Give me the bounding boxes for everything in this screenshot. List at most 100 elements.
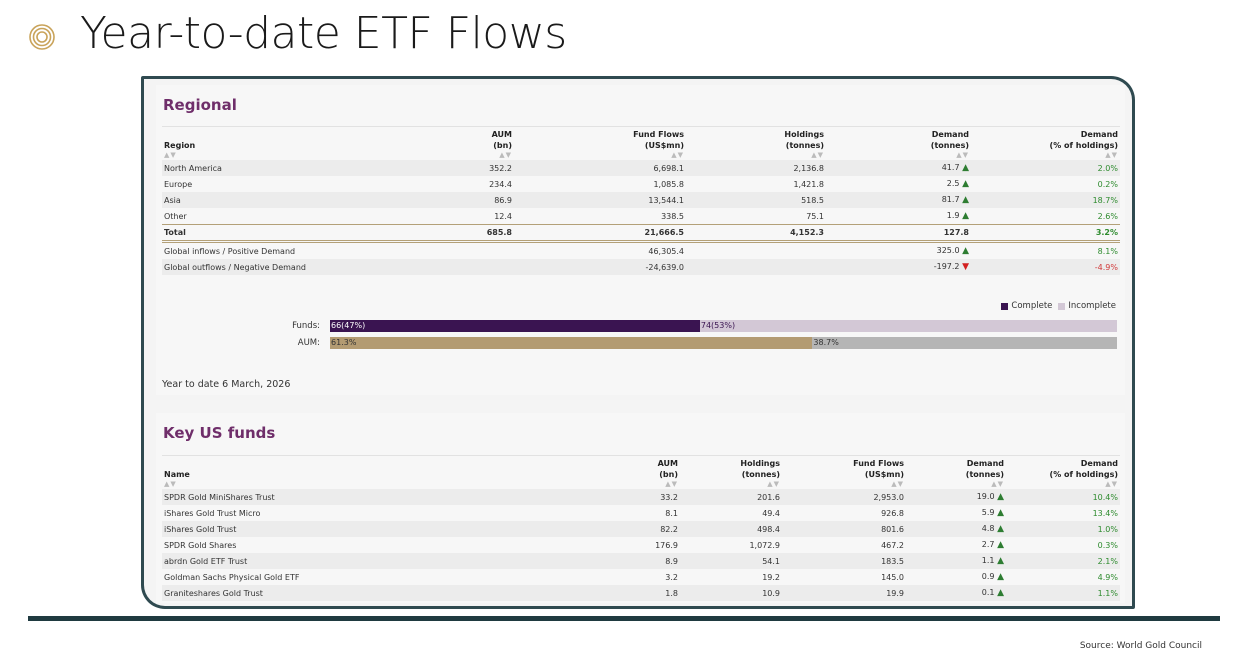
total-row: Total 685.8 21,666.5 4,152.3 127.8 3.2% xyxy=(162,224,1120,243)
holdings-cell: 2,136.8 xyxy=(686,160,826,176)
up-arrow-icon: ▲ xyxy=(962,246,969,256)
column-header[interactable]: Holdings (tonnes) ▲▼ xyxy=(680,455,782,489)
demand-pct-cell: 0.3% xyxy=(1006,537,1120,553)
up-arrow-icon: ▲ xyxy=(997,556,1004,566)
column-header[interactable]: Name ▲▼ xyxy=(162,455,602,489)
region-cell: Other xyxy=(162,208,342,225)
fund-flows-cell: 6,698.1 xyxy=(514,160,686,176)
table-row: Europe 234.4 1,085.8 1,421.8 2.5 ▲ 0.2% xyxy=(162,176,1120,192)
up-arrow-icon: ▲ xyxy=(997,508,1004,518)
sort-arrows-icon[interactable]: ▲▼ xyxy=(665,480,678,488)
sort-arrows-icon[interactable]: ▲▼ xyxy=(164,151,177,159)
demand-cell: 127.8 xyxy=(826,224,971,243)
empty-cell xyxy=(342,241,514,259)
demand-pct-cell: 1.0% xyxy=(1006,521,1120,537)
column-header[interactable]: Fund Flows (US$mn) ▲▼ xyxy=(782,455,906,489)
up-arrow-icon: ▲ xyxy=(962,179,969,189)
aum-cell: 3.2 xyxy=(602,569,680,585)
aum-cell: 234.4 xyxy=(342,176,514,192)
holdings-cell: 201.6 xyxy=(680,489,782,505)
table-row: Graniteshares Gold Trust 1.8 10.9 19.9 0.1 ▲… xyxy=(162,585,1120,601)
inflows-row: Global inflows / Positive Demand 46,305.4… xyxy=(162,241,1120,259)
sort-arrows-icon[interactable]: ▲▼ xyxy=(499,151,512,159)
key-us-funds-table: Name ▲▼ AUM (bn) ▲▼ Holdings (tonnes) ▲▼ Fund Fl… xyxy=(162,455,1120,601)
region-cell: North America xyxy=(162,160,342,176)
demand-pct-cell: 13.4% xyxy=(1006,505,1120,521)
column-header[interactable]: AUM (bn) ▲▼ xyxy=(602,455,680,489)
aum-bar-label: AUM: xyxy=(297,338,320,348)
up-arrow-icon: ▲ xyxy=(997,492,1004,502)
demand-cell: 5.9 ▲ xyxy=(906,505,1006,521)
demand-cell: 4.8 ▲ xyxy=(906,521,1006,537)
empty-cell xyxy=(686,241,826,259)
holdings-cell: 75.1 xyxy=(686,208,826,225)
column-header[interactable]: AUM (bn) ▲▼ xyxy=(342,126,514,160)
fund-name-cell: iShares Gold Trust xyxy=(162,521,602,537)
demand-cell: 1.9 ▲ xyxy=(826,208,971,225)
regional-table: Region ▲▼ AUM (bn) ▲▼ Fund Flows (US$mn) ▲▼ Hold… xyxy=(162,126,1120,275)
table-row: North America 352.2 6,698.1 2,136.8 41.7 ▲ 2.… xyxy=(162,160,1120,176)
sort-arrows-icon[interactable]: ▲▼ xyxy=(956,151,969,159)
holdings-cell: 54.1 xyxy=(680,553,782,569)
column-header[interactable]: Demand (% of holdings) ▲▼ xyxy=(971,126,1120,160)
aum-complete-segment: 61.3% xyxy=(330,337,813,349)
fund-name-cell: SPDR Gold Shares xyxy=(162,537,602,553)
column-header[interactable]: Fund Flows (US$mn) ▲▼ xyxy=(514,126,686,160)
sort-arrows-icon[interactable]: ▲▼ xyxy=(811,151,824,159)
fund-name-cell: SPDR Gold MiniShares Trust xyxy=(162,489,602,505)
slide-header: Year-to-date ETF Flows xyxy=(28,8,567,59)
table-row: Asia 86.9 13,544.1 518.5 81.7 ▲ 18.7% xyxy=(162,192,1120,208)
region-cell: Europe xyxy=(162,176,342,192)
sort-arrows-icon[interactable]: ▲▼ xyxy=(891,480,904,488)
demand-pct-cell: 3.2% xyxy=(971,224,1120,243)
aum-cell: 82.2 xyxy=(602,521,680,537)
sort-arrows-icon[interactable]: ▲▼ xyxy=(671,151,684,159)
sort-arrows-icon[interactable]: ▲▼ xyxy=(1105,480,1118,488)
funds-complete-segment: 66(47%) xyxy=(330,320,700,332)
up-arrow-icon: ▲ xyxy=(962,163,969,173)
fund-flows-cell: 2,953.0 xyxy=(782,489,906,505)
sort-arrows-icon[interactable]: ▲▼ xyxy=(1105,151,1118,159)
column-header[interactable]: Demand (tonnes) ▲▼ xyxy=(906,455,1006,489)
fund-flows-cell: 13,544.1 xyxy=(514,192,686,208)
up-arrow-icon: ▲ xyxy=(997,572,1004,582)
aum-cell: 8.9 xyxy=(602,553,680,569)
funds-bar-label: Funds: xyxy=(292,321,320,331)
demand-cell: 0.1 ▲ xyxy=(906,585,1006,601)
column-header[interactable]: Region ▲▼ xyxy=(162,126,342,160)
funds-bar: 66(47%) 74(53%) xyxy=(330,320,1117,332)
empty-cell xyxy=(686,259,826,275)
demand-pct-cell: 10.4% xyxy=(1006,489,1120,505)
outflows-row: Global outflows / Negative Demand -24,639… xyxy=(162,259,1120,275)
demand-cell: 2.7 ▲ xyxy=(906,537,1006,553)
holdings-cell: 49.4 xyxy=(680,505,782,521)
row-label: Global outflows / Negative Demand xyxy=(162,259,342,275)
up-arrow-icon: ▲ xyxy=(962,211,969,221)
sort-arrows-icon[interactable]: ▲▼ xyxy=(991,480,1004,488)
aum-cell: 176.9 xyxy=(602,537,680,553)
table-row: iShares Gold Trust Micro 8.1 49.4 926.8 5.9 … xyxy=(162,505,1120,521)
demand-pct-cell: 0.2% xyxy=(971,176,1120,192)
fund-flows-cell: 801.6 xyxy=(782,521,906,537)
holdings-cell: 1,072.9 xyxy=(680,537,782,553)
demand-cell: 19.0 ▲ xyxy=(906,489,1006,505)
demand-cell: 41.7 ▲ xyxy=(826,160,971,176)
empty-cell xyxy=(342,259,514,275)
ytd-note: Year to date 6 March, 2026 xyxy=(162,379,291,390)
row-label: Global inflows / Positive Demand xyxy=(162,241,342,259)
column-header[interactable]: Demand (tonnes) ▲▼ xyxy=(826,126,971,160)
demand-cell: 0.9 ▲ xyxy=(906,569,1006,585)
key-us-funds-title: Key US funds xyxy=(163,424,276,442)
sort-arrows-icon[interactable]: ▲▼ xyxy=(164,480,177,488)
chart-legend: Complete Incomplete xyxy=(995,301,1116,311)
table-row: SPDR Gold MiniShares Trust 33.2 201.6 2,953… xyxy=(162,489,1120,505)
aum-cell: 685.8 xyxy=(342,224,514,243)
holdings-cell: 498.4 xyxy=(680,521,782,537)
fund-flows-cell: 183.5 xyxy=(782,553,906,569)
column-header[interactable]: Holdings (tonnes) ▲▼ xyxy=(686,126,826,160)
table-row: SPDR Gold Shares 176.9 1,072.9 467.2 2.7 ▲ 0.… xyxy=(162,537,1120,553)
sort-arrows-icon[interactable]: ▲▼ xyxy=(767,480,780,488)
column-header[interactable]: Demand (% of holdings) ▲▼ xyxy=(1006,455,1120,489)
demand-pct-cell: -4.9% xyxy=(971,259,1120,275)
total-label: Total xyxy=(162,224,342,243)
